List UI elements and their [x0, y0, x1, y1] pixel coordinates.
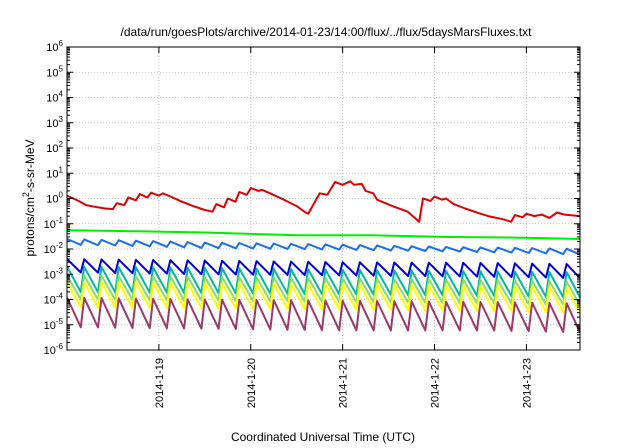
y-tick-label-base: 10 — [44, 244, 56, 256]
y-tick-label: 10-6 — [44, 342, 64, 357]
series-line-2 — [66, 238, 581, 256]
y-tick-label-exp: -6 — [56, 342, 64, 351]
y-tick-label: 10-2 — [44, 241, 64, 256]
x-tick-label: 2014-1-19 — [154, 358, 166, 408]
y-tick-label: 101 — [46, 165, 63, 180]
x-axis-ticks: 2014-1-19 2014-1-20 2014-1-21 2014-1-22 2014… — [154, 47, 533, 408]
series-layer — [66, 180, 581, 333]
y-tick-label-exp: -1 — [56, 216, 64, 225]
y-tick-label-base: 10 — [46, 168, 58, 180]
y-axis-ticks: 10-610-510-410-310-210-11001011021031041… — [44, 39, 580, 357]
y-tick-label-base: 10 — [44, 345, 56, 357]
y-tick-label: 10-4 — [44, 292, 64, 307]
y-tick-label: 10-3 — [44, 266, 64, 281]
y-tick-label-exp: -3 — [56, 266, 64, 275]
y-tick-label-base: 10 — [44, 219, 56, 231]
y-tick-label-exp: 6 — [59, 39, 64, 48]
x-tick-label: 2014-1-20 — [246, 358, 258, 408]
x-axis-label: Coordinated Universal Time (UTC) — [231, 430, 415, 444]
y-tick-label-base: 10 — [46, 67, 58, 79]
x-tick-label: 2014-1-21 — [338, 358, 350, 408]
series-line-0 — [66, 180, 581, 223]
y-tick-label-exp: -4 — [56, 292, 64, 301]
y-tick-label-base: 10 — [46, 194, 58, 206]
y-tick-label-base: 10 — [46, 118, 58, 130]
y-tick-label-exp: 4 — [59, 90, 64, 99]
y-tick-label: 103 — [46, 115, 63, 130]
y-tick-label-base: 10 — [46, 143, 58, 155]
y-tick-label: 106 — [46, 39, 63, 54]
y-axis-label: protons/cm2-s-sr-MeV — [21, 139, 37, 256]
y-tick-label: 10-1 — [44, 216, 64, 231]
y-tick-label: 100 — [46, 191, 63, 206]
y-axis-label-sup: 2 — [21, 192, 31, 197]
x-tick-label: 2014-1-23 — [521, 358, 533, 408]
y-tick-label: 105 — [46, 64, 63, 79]
x-tick-label: 2014-1-22 — [430, 358, 442, 408]
y-tick-label-exp: 2 — [59, 140, 64, 149]
y-tick-label-exp: 1 — [59, 165, 64, 174]
y-tick-label: 10-5 — [44, 317, 64, 332]
series-line-4 — [66, 265, 581, 299]
y-tick-label: 102 — [46, 140, 63, 155]
series-line-3 — [66, 258, 581, 279]
y-tick-label-base: 10 — [44, 295, 56, 307]
y-tick-label-exp: 3 — [59, 115, 64, 124]
y-tick-label-exp: 0 — [59, 191, 64, 200]
y-tick-label-base: 10 — [44, 320, 56, 332]
y-tick-label-base: 10 — [44, 269, 56, 281]
series-line-6 — [66, 281, 581, 314]
y-tick-label-exp: -5 — [56, 317, 64, 326]
y-axis-label-rest: -s-sr-MeV — [23, 139, 37, 192]
y-axis-label-main: protons/cm — [23, 197, 37, 256]
y-tick-label-exp: 5 — [59, 64, 64, 73]
y-tick-label-base: 10 — [46, 93, 58, 105]
series-line-7 — [66, 296, 581, 333]
y-tick-label-exp: -2 — [56, 241, 64, 250]
y-tick-label-base: 10 — [46, 42, 58, 54]
y-tick-label: 104 — [46, 90, 63, 105]
series-line-1 — [66, 229, 581, 240]
chart-title: /data/run/goesPlots/archive/2014-01-23/1… — [121, 25, 533, 39]
